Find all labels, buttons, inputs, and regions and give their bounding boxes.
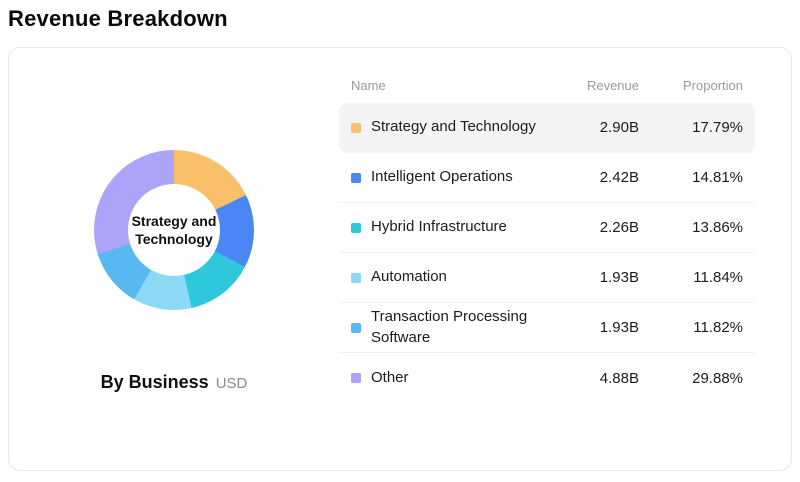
- header-name: Name: [351, 78, 386, 93]
- row-proportion: 14.81%: [692, 169, 743, 186]
- table-row-hybrid-infrastructure[interactable]: Hybrid Infrastructure 2.26B 13.86%: [339, 203, 755, 253]
- chart-unit-label: USD: [215, 375, 248, 392]
- donut-chart-wrap: Strategy and Technology: [94, 150, 254, 310]
- row-proportion: 29.88%: [692, 369, 743, 387]
- row-revenue: 4.88B: [599, 369, 639, 387]
- row-proportion: 13.86%: [692, 219, 743, 236]
- revenue-breakdown-card: Strategy and Technology By Business USD N…: [8, 47, 792, 471]
- table-row-intelligent-operations[interactable]: Intelligent Operations 2.42B 14.81%: [339, 153, 755, 203]
- chart-caption: By Business USD: [101, 372, 248, 393]
- donut-center-label: Strategy and Technology: [131, 212, 217, 247]
- row-name: Strategy and Technology: [371, 118, 536, 136]
- series-color-marker: [351, 172, 361, 183]
- row-name: Other: [371, 368, 409, 386]
- row-revenue: 2.26B: [599, 219, 639, 236]
- table-row-transaction-processing-software[interactable]: Transaction Processing Software 1.93B 11…: [339, 303, 755, 353]
- header-proportion: Proportion: [683, 78, 743, 93]
- series-color-marker: [351, 222, 361, 233]
- row-revenue: 1.93B: [599, 269, 639, 286]
- series-color-marker: [351, 122, 361, 133]
- row-revenue: 1.93B: [599, 319, 639, 336]
- row-revenue: 2.42B: [599, 169, 639, 186]
- series-color-marker: [351, 322, 361, 333]
- row-name: Automation: [371, 268, 447, 286]
- row-revenue: 2.90B: [599, 119, 639, 136]
- series-color-marker: [351, 373, 361, 383]
- donut-chart-panel: Strategy and Technology By Business USD: [9, 48, 339, 470]
- header-revenue: Revenue: [586, 78, 639, 93]
- row-name: Hybrid Infrastructure: [371, 218, 507, 236]
- series-color-marker: [351, 272, 361, 283]
- row-name: Intelligent Operations: [371, 168, 513, 186]
- page-title: Revenue Breakdown: [8, 6, 228, 31]
- table-header-row: Name Revenue Proportion: [339, 72, 755, 103]
- table-row-strategy-and-technology[interactable]: Strategy and Technology 2.90B 17.79%: [339, 103, 755, 153]
- table-row-automation[interactable]: Automation 1.93B 11.84%: [339, 253, 755, 303]
- chart-group-label: By Business: [100, 372, 209, 392]
- table-row-other[interactable]: Other 4.88B 29.88%: [339, 353, 755, 403]
- row-proportion: 11.82%: [693, 319, 743, 336]
- breakdown-table: Name Revenue Proportion Strategy and Tec…: [339, 48, 791, 470]
- row-proportion: 11.84%: [693, 269, 743, 286]
- row-proportion: 17.79%: [692, 119, 743, 136]
- donut-center: Strategy and Technology: [128, 184, 220, 276]
- row-name: Transaction Processing Software: [371, 308, 528, 346]
